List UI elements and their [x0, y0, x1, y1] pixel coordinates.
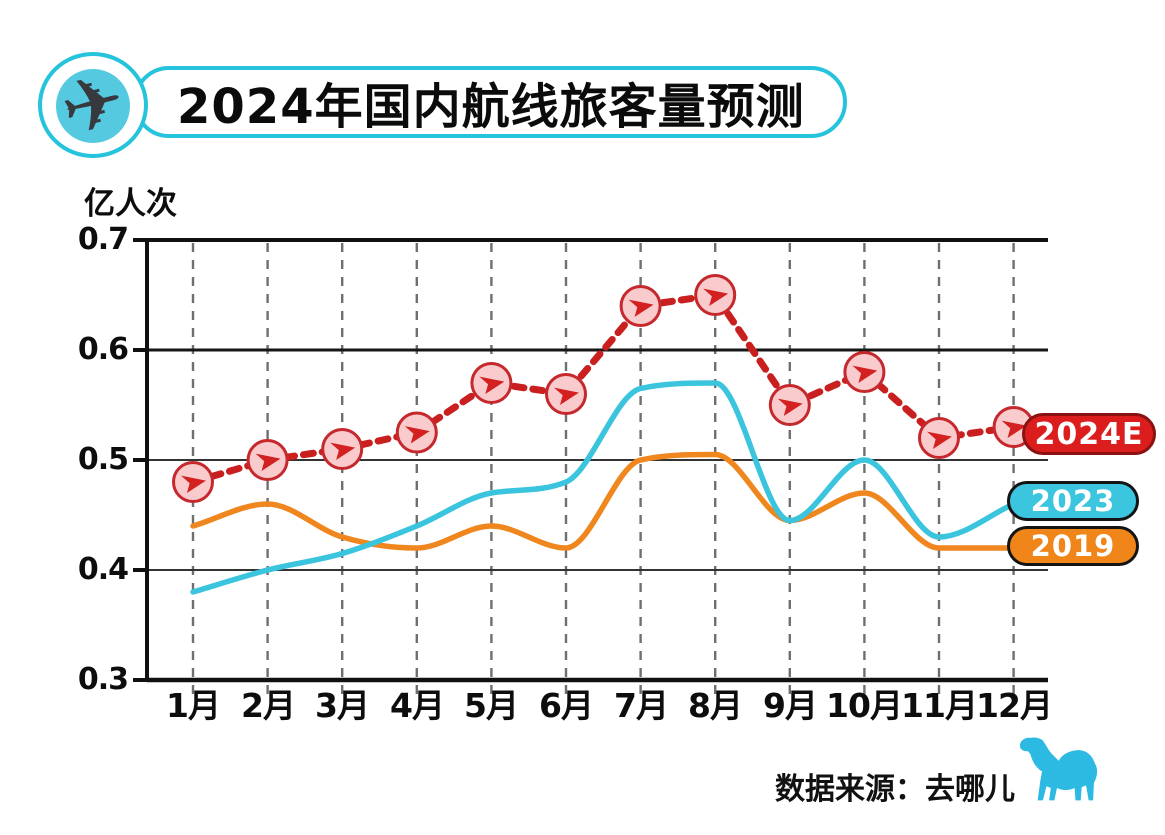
plane-marker — [694, 274, 737, 316]
y-tick-0.7: 0.7 — [77, 222, 129, 257]
y-tick-0.3: 0.3 — [77, 662, 129, 697]
y-tick-0.6: 0.6 — [77, 332, 129, 367]
x-tick-aug: 8月 — [688, 686, 743, 725]
x-tick-jul: 7月 — [614, 686, 669, 725]
title-logo: ✈ — [38, 52, 148, 158]
plane-marker — [395, 411, 438, 454]
x-tick-may: 5月 — [464, 686, 519, 725]
plane-marker — [246, 439, 289, 481]
x-tick-jun: 6月 — [539, 686, 594, 725]
plane-marker — [321, 428, 364, 470]
y-tick-0.5: 0.5 — [77, 442, 129, 477]
plane-marker — [545, 373, 587, 415]
airplane-icon: ✈ — [52, 55, 134, 155]
x-tick-dec: 12月 — [976, 686, 1053, 725]
legend-2024e: 2024E — [1022, 413, 1156, 455]
x-tick-nov: 11月 — [901, 686, 978, 725]
legend-2023: 2023 — [1007, 481, 1139, 521]
page-title: 2024年国内航线旅客量预测 — [177, 79, 805, 135]
plane-marker — [768, 384, 811, 426]
title-pill: 2024年国内航线旅客量预测 — [133, 66, 847, 138]
x-tick-apr: 4月 — [390, 686, 445, 725]
plane-marker — [918, 417, 960, 459]
plane-marker — [172, 461, 214, 503]
x-tick-oct: 10月 — [826, 686, 903, 725]
camel-icon — [1019, 737, 1098, 801]
x-tick-sep: 9月 — [763, 686, 818, 725]
y-tick-0.4: 0.4 — [77, 552, 129, 587]
data-source-label: 数据来源：去哪儿 — [775, 772, 1015, 807]
plane-marker — [470, 362, 513, 404]
y-axis-unit-label: 亿人次 — [84, 186, 177, 222]
plane-marker — [843, 351, 886, 393]
logo-dot — [56, 69, 130, 143]
x-tick-feb: 2月 — [241, 686, 296, 725]
x-tick-jan: 1月 — [166, 686, 221, 725]
plane-marker — [619, 285, 662, 327]
x-tick-mar: 3月 — [315, 686, 370, 725]
legend-2019: 2019 — [1007, 526, 1139, 566]
